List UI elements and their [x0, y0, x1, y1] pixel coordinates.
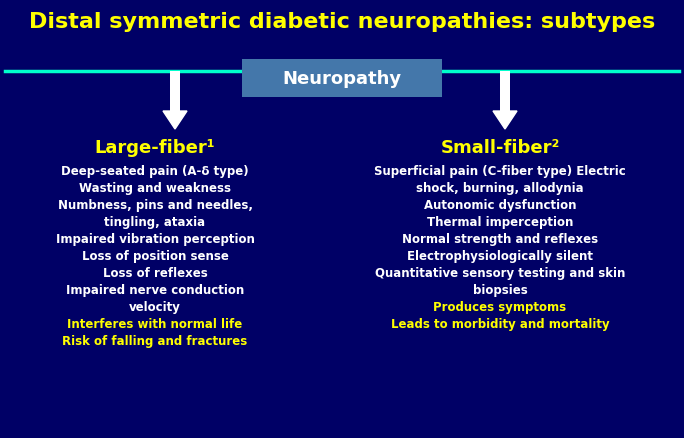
Text: tingling, ataxia: tingling, ataxia — [105, 216, 206, 229]
Text: Autonomic dysfunction: Autonomic dysfunction — [424, 199, 576, 212]
Polygon shape — [163, 112, 187, 130]
Text: biopsies: biopsies — [473, 284, 527, 297]
Text: Distal symmetric diabetic neuropathies: subtypes: Distal symmetric diabetic neuropathies: … — [29, 12, 655, 32]
Text: Interferes with normal life: Interferes with normal life — [68, 318, 243, 331]
Text: Deep-seated pain (A-δ type): Deep-seated pain (A-δ type) — [61, 165, 249, 178]
Text: Electrophysiologically silent: Electrophysiologically silent — [407, 250, 593, 263]
Text: Impaired nerve conduction: Impaired nerve conduction — [66, 284, 244, 297]
Text: Superficial pain (C-fiber type) Electric: Superficial pain (C-fiber type) Electric — [374, 165, 626, 178]
Text: Small-fiber²: Small-fiber² — [440, 139, 560, 157]
Text: Risk of falling and fractures: Risk of falling and fractures — [62, 335, 248, 348]
Text: Large-fiber¹: Large-fiber¹ — [94, 139, 215, 157]
Text: Numbness, pins and needles,: Numbness, pins and needles, — [57, 199, 252, 212]
Text: Loss of reflexes: Loss of reflexes — [103, 267, 207, 280]
Text: Loss of position sense: Loss of position sense — [81, 250, 228, 263]
FancyBboxPatch shape — [242, 60, 442, 98]
Text: Normal strength and reflexes: Normal strength and reflexes — [402, 233, 598, 246]
Bar — [500, 72, 510, 112]
Text: Quantitative sensory testing and skin: Quantitative sensory testing and skin — [375, 267, 625, 280]
Text: Thermal imperception: Thermal imperception — [427, 216, 573, 229]
Text: Neuropathy: Neuropathy — [282, 70, 402, 88]
Text: Wasting and weakness: Wasting and weakness — [79, 182, 231, 195]
Text: velocity: velocity — [129, 301, 181, 314]
Text: Impaired vibration perception: Impaired vibration perception — [55, 233, 254, 246]
Text: Leads to morbidity and mortality: Leads to morbidity and mortality — [391, 318, 609, 331]
Text: Produces symptoms: Produces symptoms — [434, 301, 566, 314]
Text: shock, burning, allodynia: shock, burning, allodynia — [416, 182, 584, 195]
Bar — [170, 72, 180, 112]
Polygon shape — [493, 112, 517, 130]
